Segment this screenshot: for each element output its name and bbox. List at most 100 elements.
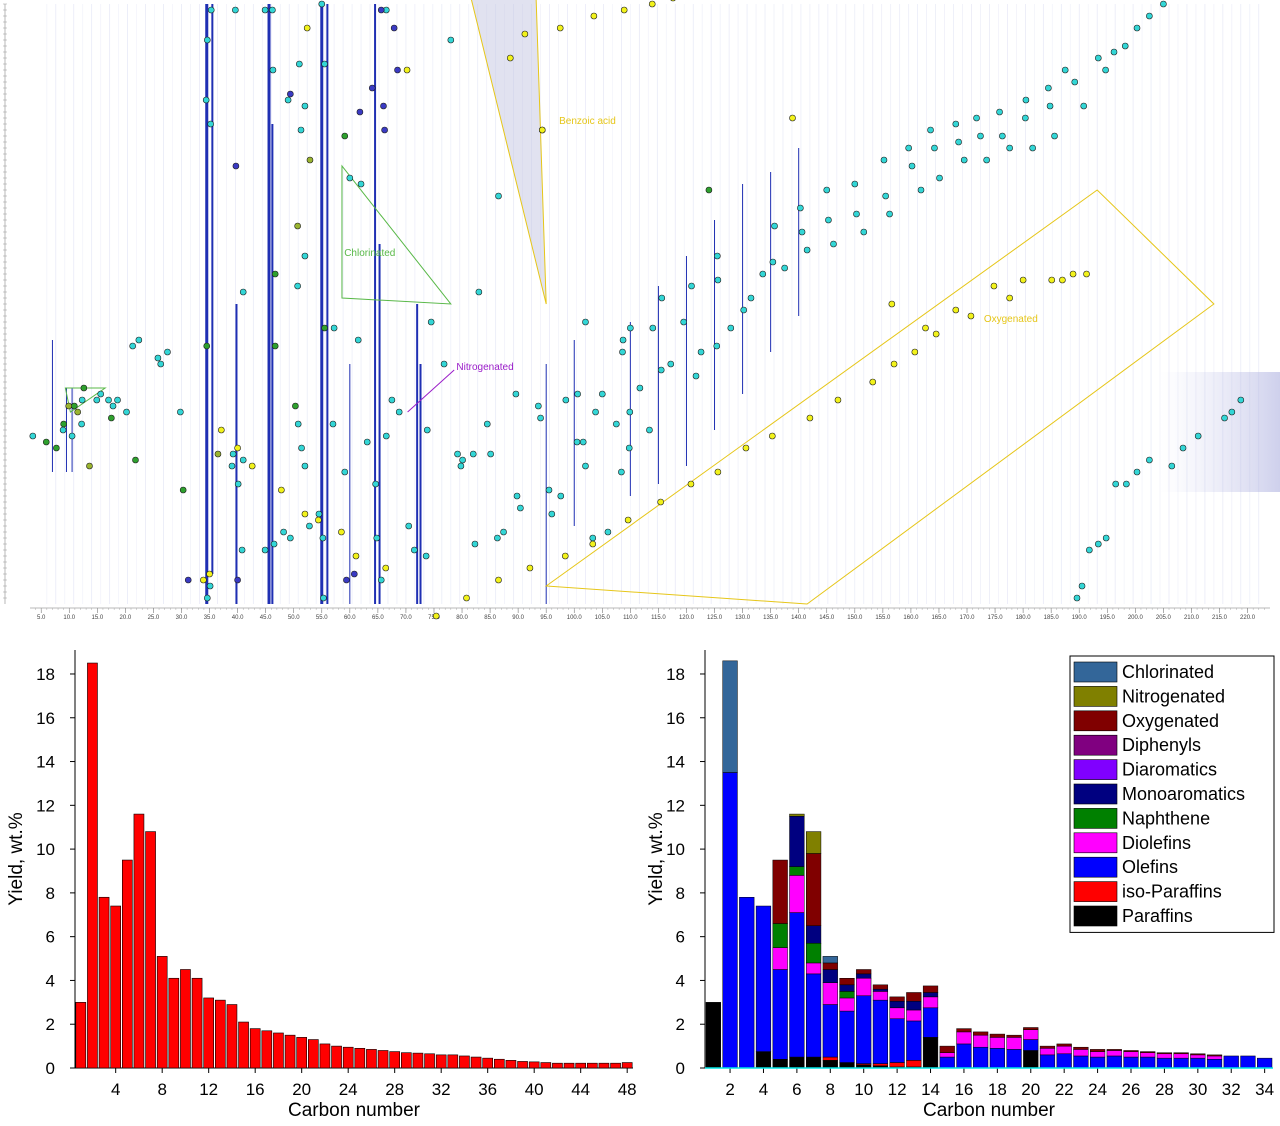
peak-marker-green xyxy=(271,342,279,350)
bar-segment-olefins-c2 xyxy=(722,772,738,1069)
bar-segment-olefins-c28 xyxy=(1156,1057,1173,1069)
peak-marker-cyan xyxy=(803,246,811,254)
gc-x-tick-label: 40.0 xyxy=(232,615,244,620)
peak-marker-navy xyxy=(380,102,387,110)
bar-segment-olefins-c20 xyxy=(1023,1039,1039,1051)
peak-marker-yellow xyxy=(495,576,502,584)
peak-marker-yellow xyxy=(200,576,207,584)
bar-segment-oxygenated-c20 xyxy=(1023,1027,1039,1030)
bar-carbon-44 xyxy=(575,1062,586,1069)
bar-segment-diolefins-c29 xyxy=(1173,1053,1189,1059)
peak-marker-cyan xyxy=(1071,78,1079,86)
peak-marker-cyan xyxy=(535,402,542,410)
peak-marker-cyan xyxy=(714,276,722,284)
peak-marker-cyan xyxy=(78,420,85,428)
gc-x-tick-label: 85.0 xyxy=(484,615,496,620)
gc-x-tick-label: 95.0 xyxy=(540,615,552,620)
gc-x-tick-label: 5.0 xyxy=(37,615,46,620)
peak-marker-yellow xyxy=(742,444,750,452)
bar-segment-iso-paraffins-c8 xyxy=(822,1056,838,1061)
x-tick-label: 40 xyxy=(525,1080,544,1099)
bar-segment-paraffins-c7 xyxy=(805,1056,822,1069)
peak-marker-cyan xyxy=(475,288,483,296)
peak-marker-cyan xyxy=(1168,462,1176,470)
annotation-chlorinated: Chlorinated xyxy=(344,248,395,259)
bar-segment-naphthene-c6 xyxy=(789,866,805,876)
y-tick-label: 2 xyxy=(46,1015,55,1034)
peak-marker-cyan xyxy=(636,384,644,392)
peak-marker-yellow xyxy=(556,24,564,32)
gc-x-tick-label: 220.0 xyxy=(1240,615,1256,620)
peak-marker-yellow xyxy=(521,30,529,38)
bar-segment-diolefins-c13 xyxy=(906,1009,922,1022)
bar-segment-oxygenated-c24 xyxy=(1089,1049,1106,1052)
peak-marker-cyan xyxy=(599,390,606,398)
legend-label-paraffins: Paraffins xyxy=(1122,906,1193,926)
annotation-benzoic-acid: Benzoic acid xyxy=(559,116,616,127)
bar-segment-monoaromatics-c11 xyxy=(872,988,889,992)
gc-x-tick-label: 105.0 xyxy=(595,615,611,620)
peak-marker-cyan xyxy=(625,444,633,452)
peak-marker-cyan xyxy=(423,426,431,434)
bar-segment-oxygenated-c15 xyxy=(939,1045,955,1053)
peak-marker-cyan xyxy=(1228,408,1236,416)
bar-segment-olefins-c13 xyxy=(906,1020,922,1061)
bar-segment-diolefins-c21 xyxy=(1039,1048,1056,1056)
bar-carbon-15 xyxy=(238,1021,249,1069)
gc-x-tick-label: 115.0 xyxy=(651,615,666,620)
peak-marker-cyan xyxy=(301,102,309,110)
bar-segment-oxygenated-c5 xyxy=(772,859,788,924)
peak-marker-cyan xyxy=(1046,102,1054,110)
bar-carbon-26 xyxy=(366,1049,377,1069)
bar-carbon-16 xyxy=(249,1028,261,1069)
bar-segment-diolefins-c25 xyxy=(1106,1050,1122,1057)
bar-carbon-34 xyxy=(459,1055,470,1069)
peak-marker-cyan xyxy=(1133,24,1141,32)
bar-segment-diolefins-c19 xyxy=(1006,1037,1022,1050)
y-tick-label: 14 xyxy=(36,753,55,772)
bar-segment-monoaromatics-c7 xyxy=(805,925,822,944)
peak-marker-green xyxy=(705,186,713,194)
legend-label-oxygenated: Oxygenated xyxy=(1122,711,1219,731)
peak-marker-cyan xyxy=(471,540,479,548)
peak-marker-cyan xyxy=(296,60,303,68)
bar-carbon-8 xyxy=(156,956,168,1069)
peak-marker-yellow xyxy=(403,66,411,74)
y-tick-label: 12 xyxy=(666,796,685,815)
peak-marker-green xyxy=(321,324,328,332)
peak-marker-cyan xyxy=(936,174,943,182)
gc-x-tick-label: 50.0 xyxy=(288,615,300,620)
peak-marker-cyan xyxy=(619,348,626,356)
peak-marker-yellow xyxy=(990,282,998,290)
bar-carbon-31 xyxy=(424,1053,435,1069)
peak-marker-green xyxy=(132,456,139,464)
x-tick-label: 24 xyxy=(339,1080,358,1099)
bar-carbon-37 xyxy=(493,1058,505,1069)
bar-segment-olefins-c6 xyxy=(789,912,805,1058)
bar-segment-olefins-c27 xyxy=(1140,1056,1156,1069)
bar-segment-olefins-c31 xyxy=(1206,1058,1223,1069)
bar-segment-oxygenated-c31 xyxy=(1206,1054,1223,1057)
peak-marker-cyan xyxy=(363,438,371,446)
peak-marker-yellow xyxy=(769,432,776,440)
bar-carbon-25 xyxy=(354,1047,366,1069)
peak-marker-yellow xyxy=(278,486,285,494)
peak-marker-cyan xyxy=(573,438,581,446)
peak-marker-navy xyxy=(377,6,385,14)
legend-label-diolefins: Diolefins xyxy=(1122,833,1191,853)
peak-marker-cyan xyxy=(229,450,237,458)
peak-marker-yellow xyxy=(338,528,345,536)
bar-carbon-21 xyxy=(307,1039,319,1069)
bar-segment-olefins-c12 xyxy=(889,1018,905,1063)
gc-x-tick-label: 145.0 xyxy=(819,615,835,620)
peak-marker-cyan xyxy=(740,306,748,314)
peak-marker-cyan xyxy=(301,252,309,260)
bar-carbon-5 xyxy=(122,859,133,1069)
bar-carbon-30 xyxy=(412,1052,424,1069)
x-tick-label: 6 xyxy=(792,1080,801,1099)
x-axis-title: Carbon number xyxy=(288,1100,421,1121)
x-tick-label: 18 xyxy=(988,1080,1007,1099)
peak-marker-cyan xyxy=(1102,534,1110,542)
bar-carbon-38 xyxy=(505,1060,517,1069)
peak-marker-cyan xyxy=(114,396,121,404)
